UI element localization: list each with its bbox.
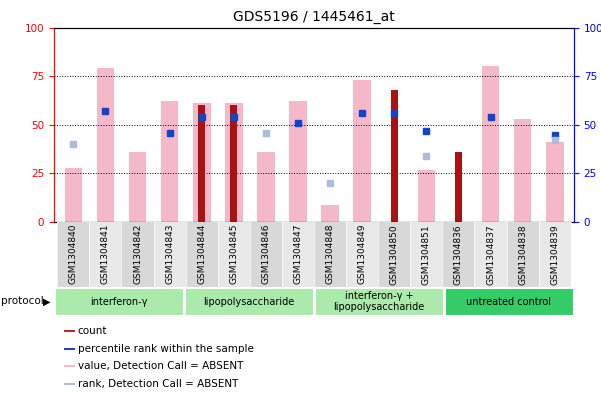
Text: GSM1304843: GSM1304843 [165,224,174,285]
Text: GSM1304845: GSM1304845 [230,224,238,285]
Text: interferon-γ +
lipopolysaccharide: interferon-γ + lipopolysaccharide [334,291,425,312]
Text: GSM1304847: GSM1304847 [293,224,302,285]
Text: GDS5196 / 1445461_at: GDS5196 / 1445461_at [233,10,395,24]
Bar [64,383,75,385]
Bar [250,222,282,287]
Bar [455,152,462,222]
Bar [198,105,205,222]
Bar [514,119,531,222]
Bar [418,169,435,222]
Bar [289,101,307,222]
Bar [314,222,346,287]
Bar [154,222,186,287]
Text: rank, Detection Call = ABSENT: rank, Detection Call = ABSENT [78,379,238,389]
Bar [391,90,398,222]
Bar [481,66,499,222]
Bar [90,222,121,287]
Text: percentile rank within the sample: percentile rank within the sample [78,343,254,354]
Bar [57,222,90,287]
Text: GSM1304839: GSM1304839 [550,224,559,285]
Bar [474,222,507,287]
Text: GSM1304844: GSM1304844 [197,224,206,285]
Text: GSM1304848: GSM1304848 [326,224,335,285]
Text: GSM1304851: GSM1304851 [422,224,431,285]
Bar [185,288,313,315]
Text: untreated control: untreated control [466,297,552,307]
Bar [410,222,442,287]
Bar [64,365,75,367]
Bar [193,103,210,222]
Bar [121,222,154,287]
Bar [378,222,410,287]
Bar [64,347,75,350]
Text: count: count [78,326,107,336]
Bar [129,152,147,222]
Bar [97,68,114,222]
Bar [218,222,250,287]
Bar [507,222,538,287]
Bar [546,142,564,222]
Bar [55,288,183,315]
Text: GSM1304838: GSM1304838 [518,224,527,285]
Text: interferon-γ: interferon-γ [90,297,148,307]
Text: GSM1304850: GSM1304850 [390,224,398,285]
Bar [257,152,275,222]
Bar [64,167,82,222]
Bar [538,222,571,287]
Bar [316,288,443,315]
Text: lipopolysaccharide: lipopolysaccharide [203,297,294,307]
Bar [353,80,371,222]
Text: value, Detection Call = ABSENT: value, Detection Call = ABSENT [78,361,243,371]
Text: GSM1304841: GSM1304841 [101,224,110,285]
Bar [442,222,474,287]
Bar [64,330,75,332]
Bar [230,105,237,222]
Bar [445,288,573,315]
Text: GSM1304840: GSM1304840 [69,224,78,285]
Bar [161,101,178,222]
Text: GSM1304849: GSM1304849 [358,224,367,285]
Bar [225,103,243,222]
Bar [346,222,378,287]
Text: GSM1304837: GSM1304837 [486,224,495,285]
Bar [282,222,314,287]
Bar [322,204,339,222]
Text: ▶: ▶ [43,296,50,307]
Bar [186,222,218,287]
Text: GSM1304846: GSM1304846 [261,224,270,285]
Text: GSM1304836: GSM1304836 [454,224,463,285]
Text: GSM1304842: GSM1304842 [133,224,142,285]
Text: protocol: protocol [1,296,43,307]
